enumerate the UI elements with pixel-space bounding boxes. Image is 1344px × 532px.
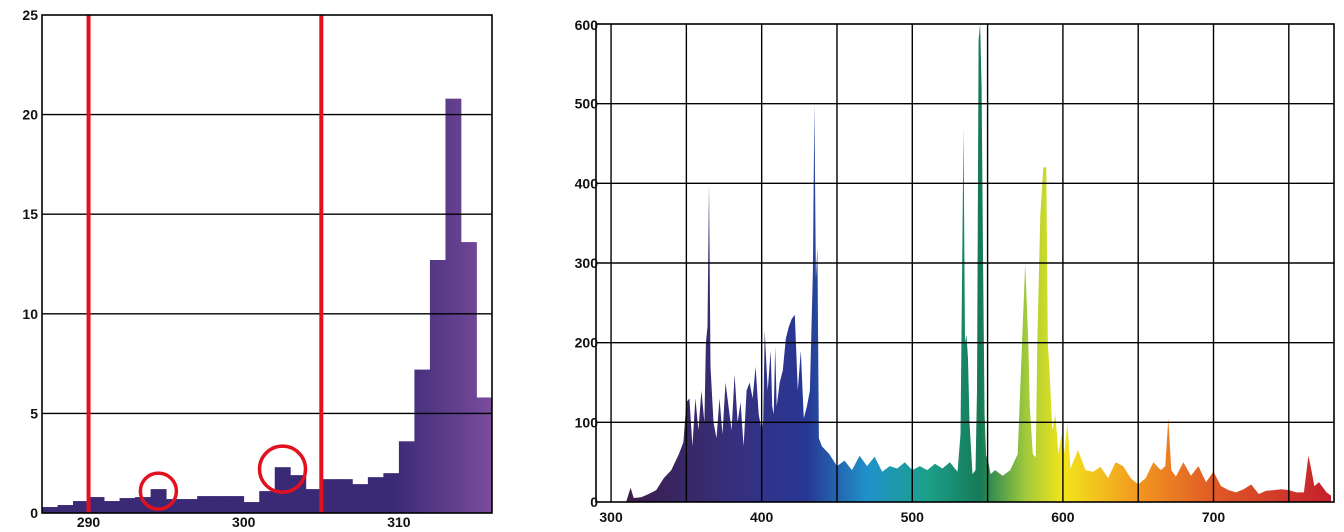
uvb-bar bbox=[429, 260, 446, 513]
uvb-x-tick-label: 300 bbox=[232, 514, 256, 530]
uvb-circle-annotation bbox=[257, 444, 308, 494]
uvb-y-tick-label: 25 bbox=[22, 7, 38, 23]
spectrum-x-tick-label: 400 bbox=[750, 509, 774, 525]
uvb-bar bbox=[383, 473, 400, 513]
spectrum-y-tick-label: 400 bbox=[575, 175, 599, 191]
uvb-x-tick-label: 310 bbox=[387, 514, 411, 530]
uvb-bar bbox=[119, 498, 136, 513]
uvb-bar bbox=[212, 496, 229, 513]
uvb-bar bbox=[460, 242, 477, 513]
uvb-bar bbox=[321, 479, 338, 513]
spectrum-x-tick-labels: 300 400 500 600 700 bbox=[599, 509, 1225, 525]
uvb-bar bbox=[42, 507, 58, 513]
spectrum-plot-frame bbox=[595, 23, 1335, 503]
uvb-bar bbox=[352, 484, 369, 513]
uvb-bar bbox=[414, 369, 431, 513]
spectrum-y-tick-labels: 0 100 200 300 400 500 600 bbox=[575, 17, 599, 510]
uvb-bar bbox=[274, 467, 291, 513]
uvb-bar bbox=[197, 496, 214, 513]
spectrum-y-tick-label: 100 bbox=[575, 414, 599, 430]
uvb-bars bbox=[42, 98, 493, 513]
uvb-histogram-chart: 0 5 10 15 20 25 290 300 310 bbox=[22, 7, 493, 530]
uvb-y-tick-label: 20 bbox=[22, 107, 38, 123]
uvb-y-tick-labels: 0 5 10 15 20 25 bbox=[22, 7, 38, 521]
visible-spectrum-chart: 0 100 200 300 400 500 600 300 400 500 600 700 bbox=[575, 17, 1335, 525]
uvb-x-tick-labels: 290 300 310 bbox=[77, 514, 411, 530]
spectrum-x-tick-label: 300 bbox=[599, 509, 623, 525]
spectrum-x-tick-label: 600 bbox=[1051, 509, 1075, 525]
uvb-bar bbox=[445, 98, 462, 513]
uvb-bar bbox=[88, 497, 105, 513]
uvb-bar bbox=[476, 397, 493, 513]
spectrum-y-tick-label: 600 bbox=[575, 17, 599, 33]
uvb-bar bbox=[57, 505, 74, 513]
uvb-gridlines bbox=[42, 113, 492, 415]
uvb-reference-lines bbox=[86, 15, 324, 513]
uvb-y-tick-label: 10 bbox=[22, 306, 38, 322]
uvb-bar bbox=[336, 479, 353, 513]
spectrum-x-tick-label: 500 bbox=[901, 509, 925, 525]
uvb-y-tick-label: 15 bbox=[22, 206, 38, 222]
spectrum-gridlines bbox=[596, 24, 1334, 502]
uvb-y-tick-label: 5 bbox=[30, 405, 38, 421]
uvb-bar bbox=[181, 499, 198, 513]
uvb-bar bbox=[135, 497, 152, 513]
uvb-bar bbox=[290, 475, 307, 513]
uvb-bar bbox=[228, 496, 245, 513]
spectrum-y-tick-label: 200 bbox=[575, 335, 599, 351]
spectrum-x-tick-label: 700 bbox=[1202, 509, 1226, 525]
uvb-bar bbox=[259, 491, 276, 513]
uvb-bar bbox=[367, 477, 384, 513]
uvb-circle-annotations bbox=[138, 444, 308, 511]
uvb-x-tick-label: 290 bbox=[77, 514, 101, 530]
uvb-plot-frame bbox=[41, 14, 493, 514]
uvb-bar bbox=[104, 501, 120, 513]
uvb-bar bbox=[398, 441, 415, 513]
uvb-circle-annotation bbox=[138, 471, 179, 511]
uvb-bar bbox=[243, 502, 260, 513]
uvb-y-tick-label: 0 bbox=[30, 505, 38, 521]
uvb-bar bbox=[305, 489, 322, 513]
spectrum-y-tick-label: 500 bbox=[575, 96, 599, 112]
spectrum-y-tick-label: 0 bbox=[590, 494, 598, 510]
uvb-bar bbox=[73, 501, 89, 513]
spectrum-y-tick-label: 300 bbox=[575, 255, 599, 271]
